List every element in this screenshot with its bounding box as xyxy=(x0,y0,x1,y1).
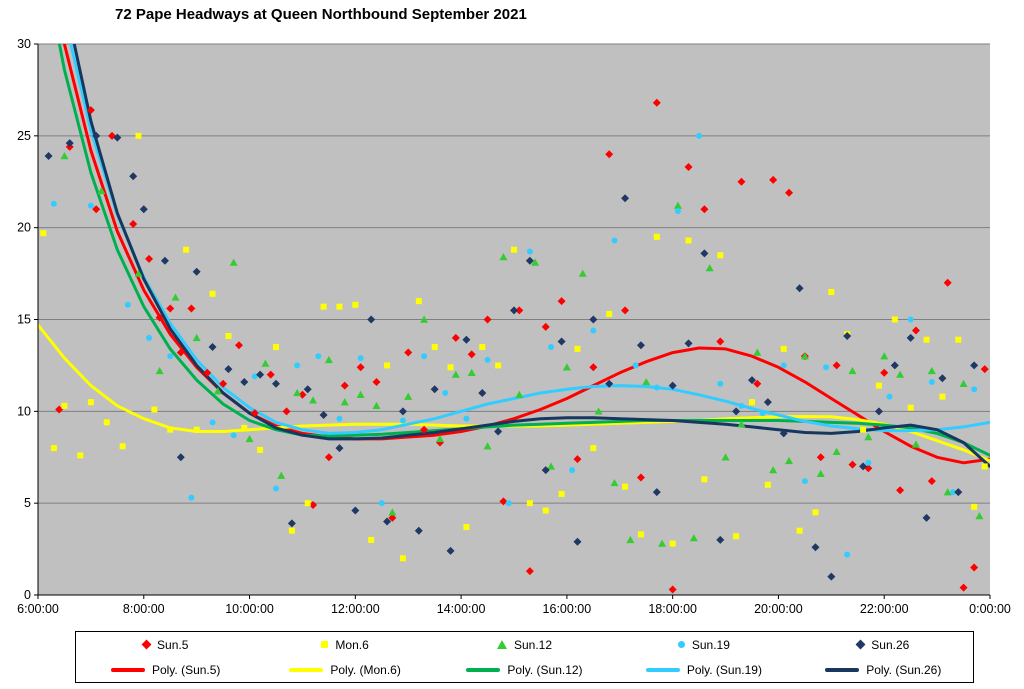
legend-label: Poly. (Sun.12) xyxy=(507,662,583,677)
y-tick-label: 30 xyxy=(17,37,31,51)
triangle-marker-icon xyxy=(496,640,507,649)
legend-label: Mon.6 xyxy=(335,637,369,652)
legend-item: Poly. (Mon.6) xyxy=(255,663,434,677)
chart-title: 72 Pape Headways at Queen Northbound Sep… xyxy=(115,6,527,23)
trendline-swatch-icon xyxy=(645,667,680,672)
legend-item: Sun.19 xyxy=(614,638,793,652)
series-sun-19 xyxy=(50,132,978,558)
x-tick-label: 12:00:00 xyxy=(331,602,380,616)
y-tick-label: 25 xyxy=(17,129,31,143)
x-tick-label: 14:00:00 xyxy=(437,602,486,616)
x-tick-label: 10:00:00 xyxy=(225,602,274,616)
trendline-poly-sun-19- xyxy=(69,44,990,435)
x-tick-label: 20:00:00 xyxy=(754,602,803,616)
y-tick-label: 5 xyxy=(24,496,31,510)
legend-item: Poly. (Sun.26) xyxy=(794,663,973,677)
legend-item: Sun.26 xyxy=(794,638,973,652)
circle-marker-icon xyxy=(677,641,685,648)
series-sun-26 xyxy=(44,131,979,581)
legend-label: Poly. (Sun.5) xyxy=(151,662,221,677)
axis-labels: 0 5 10 15 20 25 30 6:00:00 8:00:00 10:00:00 12:00:… xyxy=(17,37,1011,616)
legend-label: Sun.12 xyxy=(513,637,553,652)
legend-item: Mon.6 xyxy=(255,638,434,652)
x-tick-label: 8:00:00 xyxy=(123,602,165,616)
diamond-marker-icon xyxy=(855,639,866,650)
trendline-swatch-icon xyxy=(825,667,860,672)
scatter-points xyxy=(40,98,989,594)
y-tick-label: 10 xyxy=(17,404,31,418)
legend-item: Poly. (Sun.19) xyxy=(614,663,793,677)
diamond-marker-icon xyxy=(141,639,152,650)
legend-item: Poly. (Sun.5) xyxy=(76,663,255,677)
trendline-swatch-icon xyxy=(289,667,324,672)
trendline-poly-sun-12- xyxy=(57,44,990,457)
series-sun-12 xyxy=(60,152,984,547)
legend-item: Sun.12 xyxy=(435,638,614,652)
legend: Sun.5 Mon.6 Sun.12 Sun.19 Sun.26 Poly. (Sun.5… xyxy=(75,631,974,683)
legend-item: Poly. (Sun.12) xyxy=(435,663,614,677)
legend-item: Sun.5 xyxy=(76,638,255,652)
y-tick-label: 0 xyxy=(24,588,31,602)
series-sun-5 xyxy=(55,98,989,594)
legend-label: Sun.26 xyxy=(871,637,910,652)
x-tick-label: 0:00:00 xyxy=(969,602,1011,616)
legend-label: Poly. (Sun.26) xyxy=(866,662,942,677)
legend-label: Poly. (Mon.6) xyxy=(330,662,401,677)
x-tick-label: 22:00:00 xyxy=(860,602,909,616)
x-tick-label: 6:00:00 xyxy=(17,602,59,616)
legend-label: Poly. (Sun.19) xyxy=(686,662,762,677)
plot-area: 0 5 10 15 20 25 30 6:00:00 8:00:00 10:00:00 12:00:… xyxy=(17,37,1011,616)
x-tick-label: 16:00:00 xyxy=(543,602,592,616)
trendline-swatch-icon xyxy=(466,667,501,672)
trendline-swatch-icon xyxy=(110,667,145,672)
y-tick-label: 15 xyxy=(17,313,31,327)
legend-label: Sun.5 xyxy=(157,637,189,652)
y-tick-label: 20 xyxy=(17,221,31,235)
square-marker-icon xyxy=(321,641,329,648)
series-mon-6 xyxy=(40,132,988,562)
trendline-poly-sun-26- xyxy=(72,44,990,468)
legend-label: Sun.19 xyxy=(691,637,730,652)
x-tick-label: 18:00:00 xyxy=(648,602,697,616)
